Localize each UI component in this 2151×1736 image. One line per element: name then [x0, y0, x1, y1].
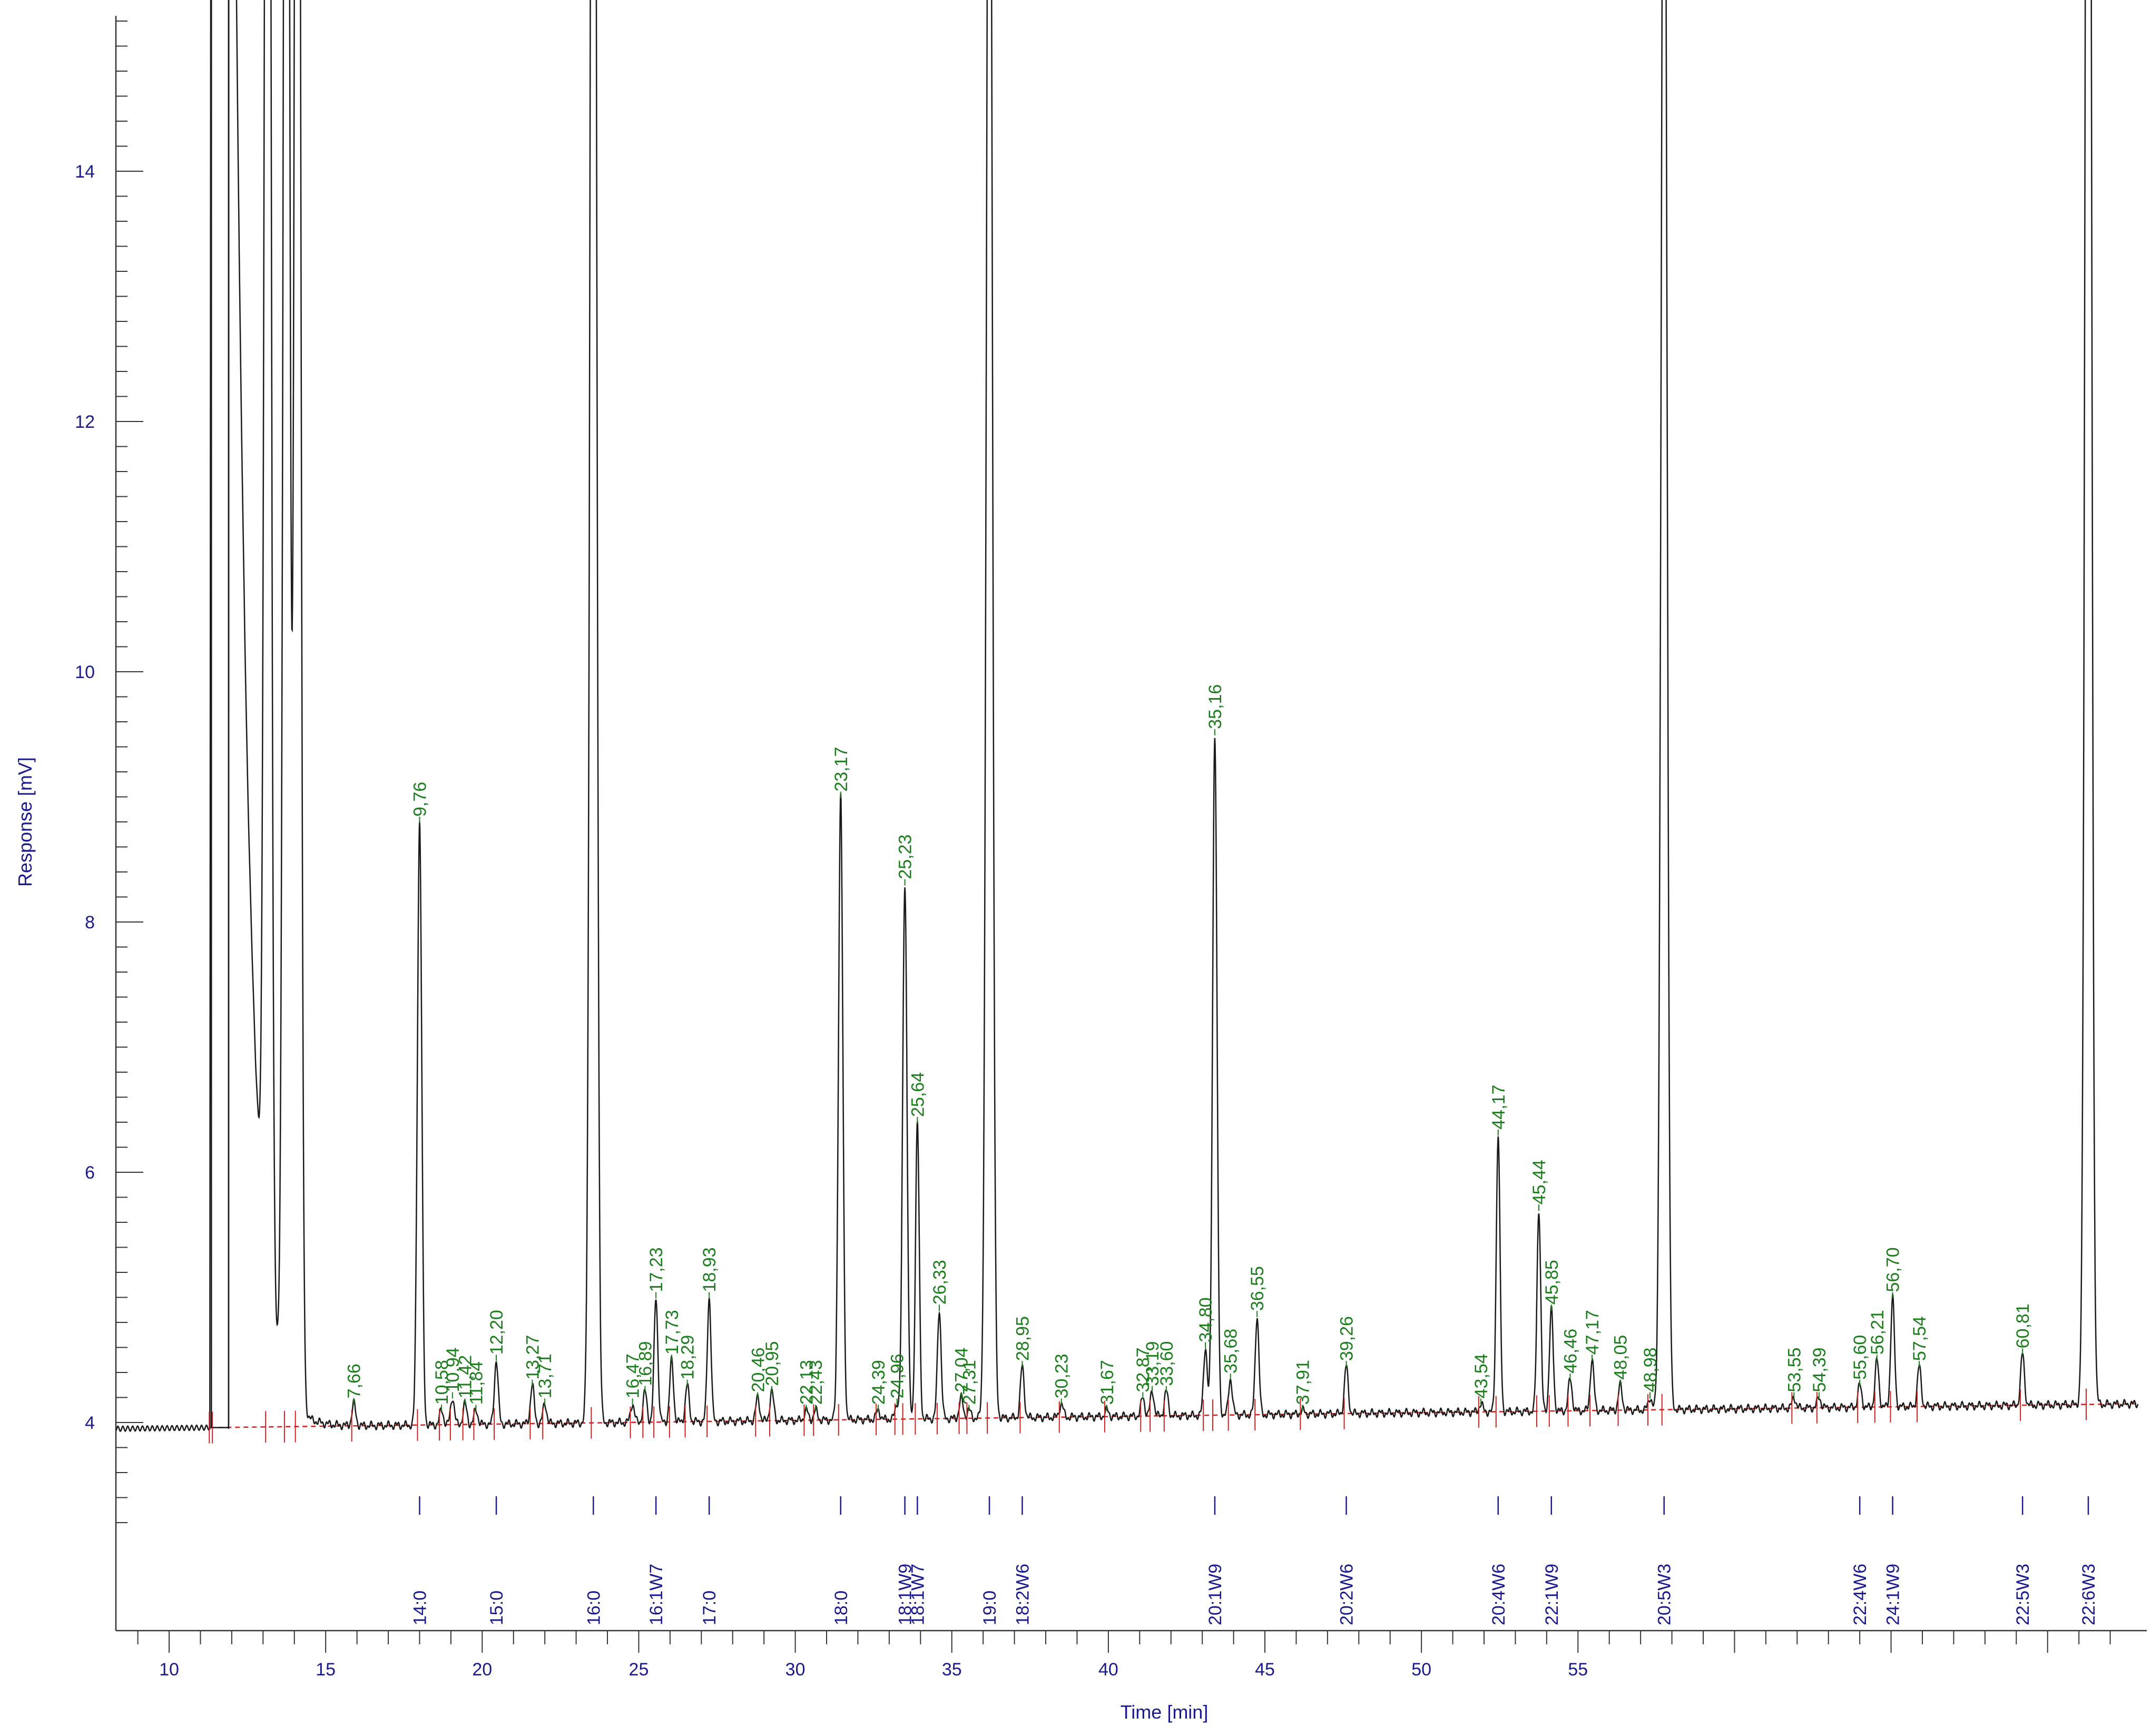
fame-marker-label: 22:4W6 — [1850, 1564, 1870, 1625]
x-tick-label: 45 — [1255, 1660, 1275, 1680]
x-tick-label: 10 — [159, 1660, 179, 1680]
peak-label: 24,96 — [888, 1354, 908, 1398]
x-tick-label: 50 — [1411, 1660, 1431, 1680]
y-tick-label: 10 — [75, 662, 95, 682]
peak-label: 32,87 — [1133, 1347, 1153, 1392]
peak-labels: 3,043,084,955,465,857,669,7610,5810,9411… — [345, 684, 2033, 1411]
peak-label: 26,33 — [930, 1260, 950, 1305]
peak-label: 7,66 — [345, 1364, 365, 1398]
fame-marker-label: 20:4W6 — [1489, 1564, 1509, 1625]
y-axis-title: Response [mV] — [14, 757, 36, 887]
peak-label: 23,17 — [831, 747, 851, 791]
trace-layer — [115, 0, 2139, 1433]
fame-marker-label: 14:0 — [410, 1591, 430, 1625]
peak-label: 54,39 — [1810, 1347, 1830, 1392]
peak-label: 27,31 — [959, 1360, 979, 1405]
peak-label: 28,95 — [1013, 1316, 1033, 1361]
peak-label: 45,44 — [1529, 1160, 1549, 1204]
peak-label: 24,39 — [869, 1360, 889, 1405]
x-tick-label: 25 — [629, 1660, 649, 1680]
fame-marker-label: 15:0 — [487, 1591, 507, 1625]
peak-label: 45,85 — [1542, 1260, 1562, 1305]
peak-label: 10,58 — [432, 1360, 452, 1405]
peak-label: 11,84 — [466, 1361, 486, 1405]
x-tick-label: 35 — [942, 1660, 962, 1680]
peak-label: 18,29 — [678, 1335, 698, 1380]
axes: 468101214161820222410152025303540455055 — [75, 16, 2147, 1680]
peak-label: 22,13 — [797, 1360, 817, 1405]
peak-label: 25,23 — [896, 835, 916, 879]
fame-marker-label: 20:5W3 — [1655, 1564, 1675, 1625]
peak-label: 55,60 — [1850, 1335, 1870, 1380]
peak-label: 35,16 — [1205, 684, 1225, 729]
fame-marker-label: 19:0 — [980, 1591, 1000, 1625]
fame-marker-label: 20:2W6 — [1337, 1564, 1357, 1625]
peak-label: 34,80 — [1196, 1297, 1216, 1342]
peak-label: 33,60 — [1157, 1341, 1177, 1386]
peak-label: 43,54 — [1471, 1354, 1491, 1398]
peak-label: 47,17 — [1583, 1310, 1603, 1355]
peak-label: 39,26 — [1337, 1316, 1357, 1361]
peak-label: 37,91 — [1293, 1360, 1313, 1405]
peak-label: 30,23 — [1052, 1354, 1072, 1398]
fame-marker-label: 18:2W6 — [1013, 1564, 1033, 1625]
peak-label: 56,21 — [1868, 1310, 1888, 1355]
fame-marker-label: 24:1W9 — [1883, 1564, 1903, 1625]
peak-label: 27,04 — [952, 1347, 972, 1392]
peak-label: 17,23 — [646, 1247, 666, 1292]
peak-label: 36,55 — [1248, 1266, 1268, 1311]
peak-label: 13,27 — [523, 1335, 543, 1380]
peak-label: 12,20 — [487, 1310, 507, 1355]
peak-label: 22,43 — [806, 1360, 826, 1405]
peak-label: 18,93 — [700, 1247, 720, 1292]
fame-marker-label: 17:0 — [700, 1591, 720, 1625]
x-tick-label: 55 — [1568, 1660, 1588, 1680]
y-tick-label: 12 — [75, 412, 95, 432]
peak-label: 13,71 — [535, 1354, 555, 1398]
solvent-front-box — [211, 0, 230, 1428]
fame-marker-label: 22:5W3 — [2013, 1564, 2033, 1625]
fame-marker-label: 22:6W3 — [2079, 1564, 2099, 1625]
peak-label: 9,76 — [410, 782, 430, 817]
peak-label: 53,55 — [1784, 1347, 1804, 1392]
peak-label: 10,94 — [443, 1347, 463, 1392]
y-tick-label: 4 — [85, 1413, 95, 1433]
fame-marker-label: 16:0 — [584, 1591, 604, 1625]
peak-label: 11,42 — [456, 1355, 476, 1399]
x-tick-label: 15 — [316, 1660, 336, 1680]
x-tick-label: 20 — [472, 1660, 492, 1680]
peak-label: 57,54 — [1910, 1316, 1930, 1361]
peak-label: 35,68 — [1221, 1329, 1241, 1374]
x-tick-label: 40 — [1098, 1660, 1118, 1680]
fame-marker-label: 22:1W9 — [1542, 1564, 1562, 1625]
peak-label: 48,98 — [1641, 1347, 1661, 1392]
x-tick-label: 30 — [785, 1660, 806, 1680]
peak-label: 20,95 — [762, 1341, 782, 1386]
peak-label: 25,64 — [908, 1072, 928, 1117]
peak-label: 17,73 — [662, 1310, 682, 1355]
peak-label: 16,89 — [635, 1341, 655, 1386]
integration-marks — [209, 0, 2087, 1444]
fame-marker-label: 20:1W9 — [1205, 1564, 1225, 1625]
fame-marker-label: 18:0 — [831, 1591, 851, 1625]
fame-marker-label: 18:1W9 — [896, 1564, 916, 1625]
y-tick-label: 8 — [85, 913, 95, 933]
peak-label: 16,47 — [623, 1354, 643, 1398]
peak-label: 20,46 — [748, 1347, 768, 1392]
peak-label: 48,05 — [1611, 1335, 1631, 1380]
y-tick-label: 14 — [75, 162, 95, 182]
fame-marker-label: 18:1W7 — [908, 1564, 928, 1625]
x-axis-title: Time [min] — [1121, 1701, 1209, 1723]
y-tick-label: 6 — [85, 1163, 95, 1183]
peak-label: 56,70 — [1883, 1247, 1903, 1292]
chromatogram-trace — [115, 0, 2139, 1433]
peak-label: 33,19 — [1143, 1341, 1163, 1386]
peak-label: 31,67 — [1097, 1360, 1117, 1405]
peak-label: 44,17 — [1489, 1085, 1509, 1130]
peak-label: 46,46 — [1560, 1329, 1580, 1374]
fame-marker-label: 16:1W7 — [646, 1564, 666, 1625]
peak-label: 60,81 — [2013, 1303, 2033, 1348]
